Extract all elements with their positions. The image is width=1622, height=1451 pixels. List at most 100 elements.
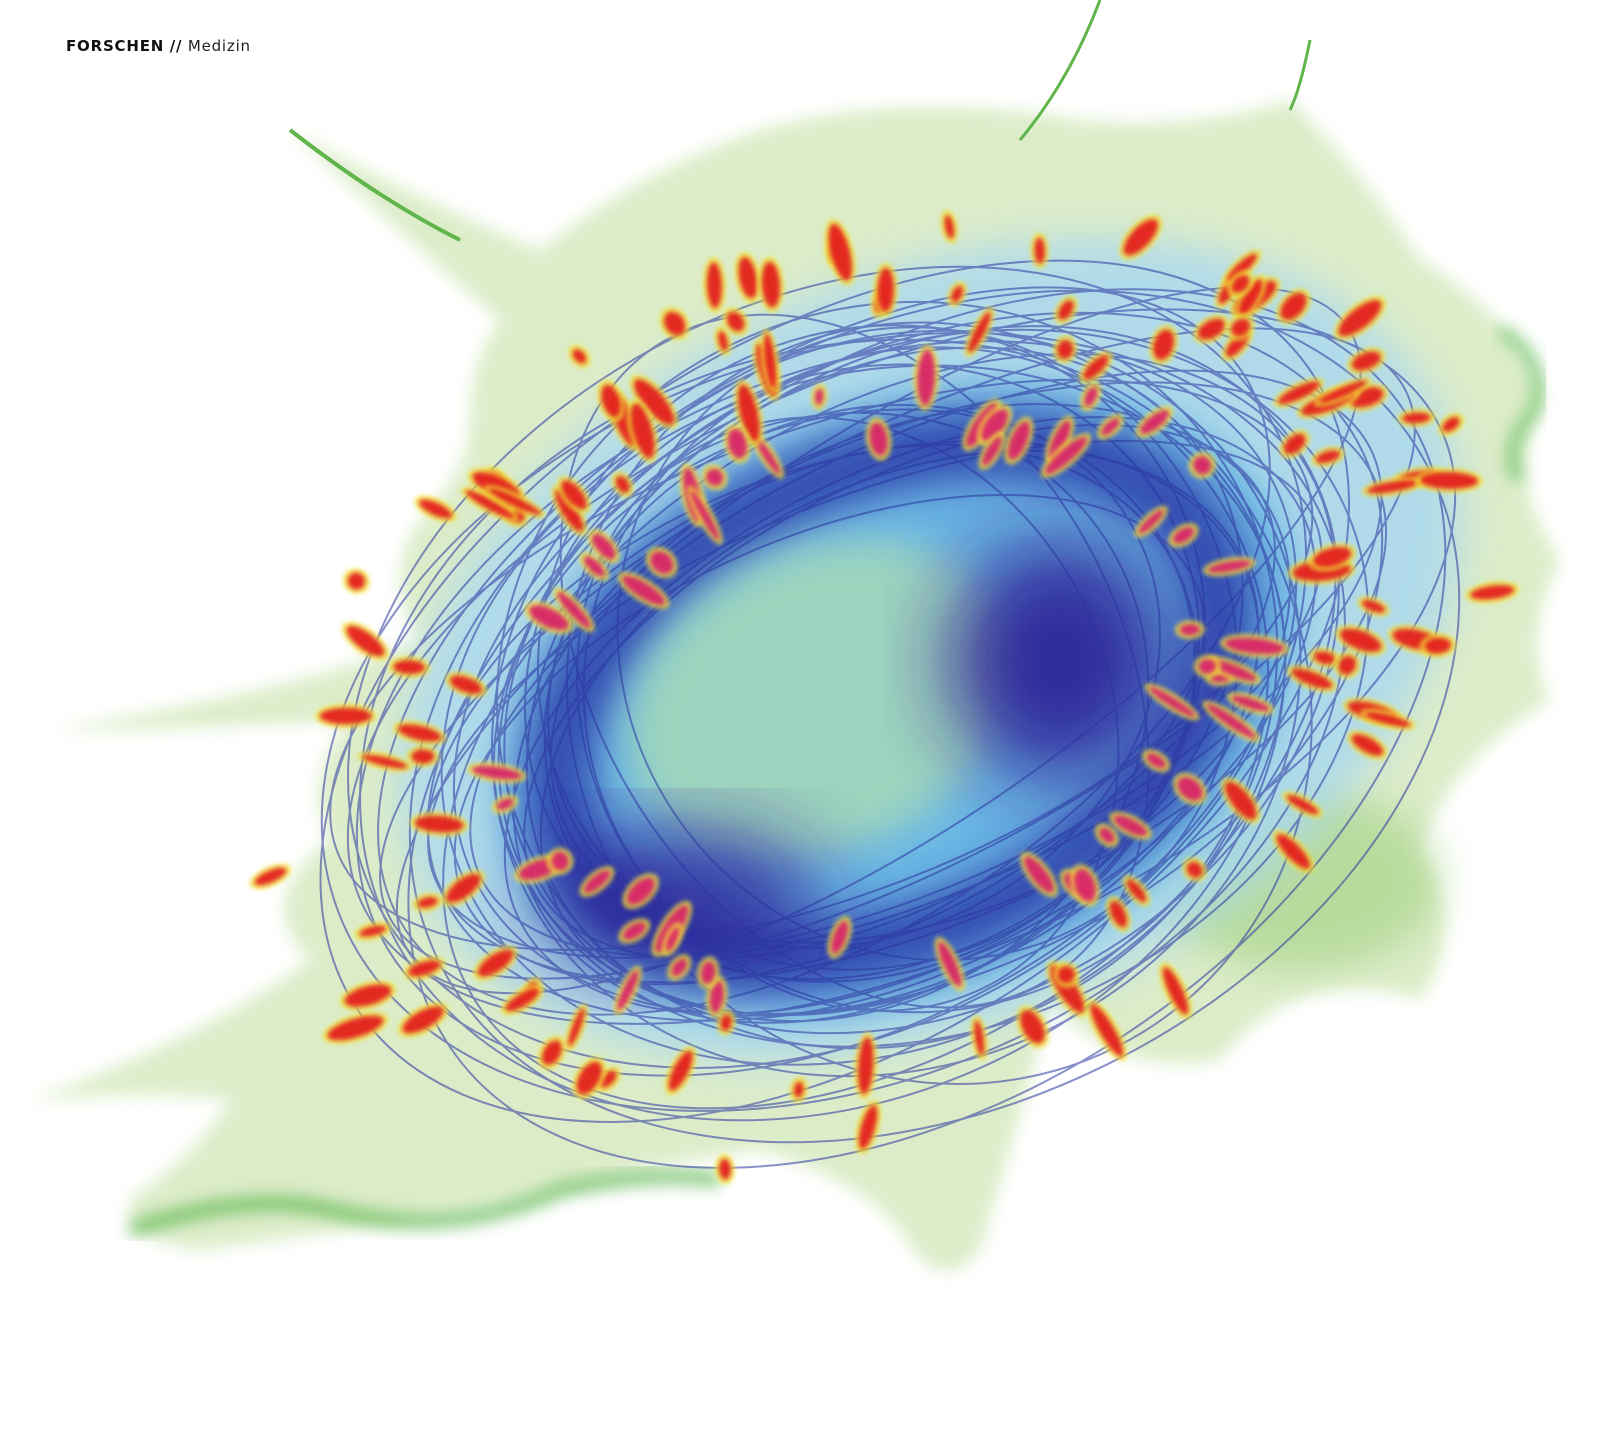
adhesion <box>402 1006 444 1034</box>
adhesion <box>1351 734 1384 756</box>
filopodium <box>1288 39 1312 111</box>
adhesion <box>1366 480 1418 494</box>
adhesion <box>1231 275 1250 293</box>
adhesion <box>709 980 724 1013</box>
separator: // <box>169 37 183 55</box>
adhesion <box>634 379 675 425</box>
adhesion <box>1231 318 1251 337</box>
adhesion <box>858 1104 878 1150</box>
filopodium <box>288 128 461 242</box>
adhesion <box>561 480 587 510</box>
adhesion <box>1361 600 1385 613</box>
adhesion <box>690 490 720 541</box>
adhesion <box>720 1014 732 1031</box>
adhesion <box>1206 704 1256 739</box>
adhesion <box>626 877 655 905</box>
adhesion <box>650 551 674 574</box>
adhesion <box>1048 420 1071 460</box>
adhesion <box>599 1070 617 1088</box>
adhesion <box>1207 560 1251 573</box>
adhesion <box>408 960 441 977</box>
adhesion <box>397 724 442 742</box>
adhesion <box>359 925 387 937</box>
adhesion <box>1177 777 1203 801</box>
adhesion <box>583 556 605 577</box>
adhesion <box>700 961 716 985</box>
adhesion <box>414 815 464 833</box>
adhesion <box>1225 781 1257 820</box>
adhesion <box>858 1037 874 1095</box>
adhesion <box>1101 418 1120 436</box>
adhesion <box>1058 300 1074 320</box>
adhesion <box>761 261 781 308</box>
adhesion <box>1109 900 1127 928</box>
adhesion <box>1123 219 1158 256</box>
adhesion <box>1045 436 1087 474</box>
adhesion <box>738 384 760 442</box>
adhesion <box>411 749 435 764</box>
adhesion <box>319 707 372 725</box>
adhesion <box>1179 624 1200 636</box>
fibre <box>523 423 1276 961</box>
adhesion <box>1057 966 1075 984</box>
adhesion <box>477 949 514 977</box>
adhesion <box>1231 695 1270 712</box>
filopodium <box>1018 0 1102 141</box>
focal-adhesions <box>249 210 1520 1185</box>
adhesion <box>938 941 962 987</box>
adhesion <box>831 920 848 954</box>
cell-edge-green <box>1497 325 1544 483</box>
adhesion <box>601 384 621 418</box>
adhesion <box>814 388 824 406</box>
adhesion <box>951 285 963 303</box>
adhesion <box>869 422 888 456</box>
adhesion <box>1007 421 1030 460</box>
adhesion <box>1351 351 1381 371</box>
adhesion <box>718 330 728 351</box>
adhesion <box>592 533 616 560</box>
adhesion <box>347 572 365 590</box>
adhesion <box>1224 637 1285 655</box>
adhesion <box>1442 417 1460 432</box>
adhesion <box>1340 628 1382 652</box>
adhesion <box>1424 637 1452 654</box>
adhesion <box>1146 753 1166 769</box>
adhesion <box>1338 300 1382 337</box>
adhesion <box>706 468 724 486</box>
adhesion <box>327 1015 384 1041</box>
adhesion <box>471 766 522 780</box>
adhesion <box>568 1008 585 1047</box>
adhesion <box>1420 472 1478 489</box>
adhesion <box>917 349 936 406</box>
adhesion <box>1313 651 1336 665</box>
fibre <box>559 313 1150 1009</box>
adhesion <box>1318 380 1368 404</box>
adhesion <box>393 660 426 674</box>
fibre <box>550 403 1291 944</box>
adhesion <box>1084 386 1098 407</box>
adhesion <box>1198 658 1217 674</box>
adhesion <box>584 870 611 893</box>
adhesion <box>1140 410 1169 434</box>
adhesion <box>615 476 630 493</box>
adhesion <box>622 575 665 605</box>
adhesion <box>362 755 408 769</box>
adhesion <box>622 922 646 940</box>
adhesion <box>1210 659 1257 681</box>
adhesion <box>419 499 453 519</box>
nucleus <box>627 539 1013 861</box>
adhesion <box>555 489 583 532</box>
adhesion <box>763 333 777 389</box>
adhesion <box>617 970 639 1011</box>
adhesion <box>496 798 514 810</box>
adhesion <box>1099 827 1115 843</box>
adhesion <box>1286 794 1319 815</box>
adhesion <box>1024 856 1054 893</box>
cell <box>30 0 1560 1271</box>
adhesion <box>706 262 722 309</box>
adhesion <box>1126 879 1147 903</box>
running-head: FORSCHEN // Medizin <box>66 37 251 55</box>
adhesion <box>982 436 1002 466</box>
